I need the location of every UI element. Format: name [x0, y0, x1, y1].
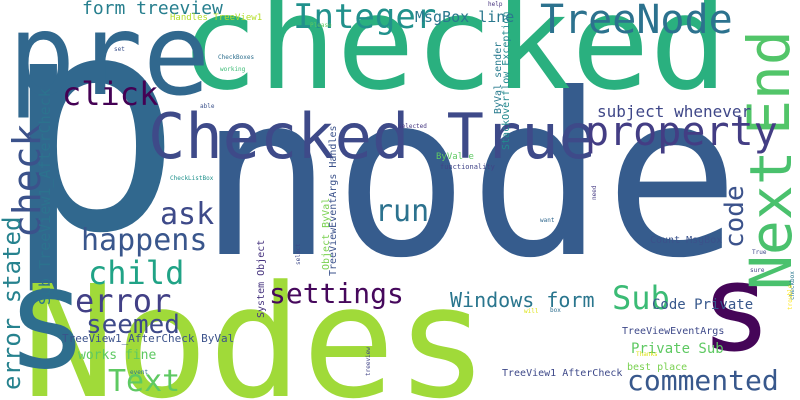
word-byval-e: ByVal e [436, 152, 474, 162]
word-best-place: best place [627, 362, 688, 373]
word-please: Please [310, 22, 332, 29]
word-msgbox-line: MsgBox line [415, 8, 515, 26]
word-event: event [130, 369, 149, 376]
word-click: click [62, 75, 159, 113]
word-private-sub: Private Sub [631, 341, 724, 357]
word-functionality: functionality [440, 163, 495, 171]
word-will: will [524, 308, 539, 315]
word-set: set [114, 46, 125, 53]
word-treenode: TreeNode [540, 0, 733, 43]
word-treevieweventargs: TreeViewEventArgs [622, 326, 725, 337]
word-code-private: Code Private [652, 297, 754, 313]
word-able: able [200, 103, 215, 110]
word-help: help [488, 1, 503, 8]
word-checklistbox: CheckListBox [170, 175, 214, 182]
word-subject-whenever: subject whenever [597, 102, 752, 121]
word-error: error [75, 282, 172, 320]
word-form-treeview: form treeview [82, 0, 223, 19]
word-commented: commented [627, 364, 779, 397]
word-p: p [2, 0, 183, 299]
word-sure: sure [750, 267, 765, 274]
word-happens: happens [81, 223, 208, 258]
word-object-byval: Object ByVal [321, 197, 332, 270]
word-treeview1-aftercheck-byval: TreeView1_AfterCheck ByVal [62, 332, 235, 345]
word-node: node [198, 46, 740, 308]
word-treeview1-aftercheck: TreeView1 AfterCheck [502, 368, 623, 379]
word-thanks: Thanks [636, 351, 658, 358]
word-box: box [550, 307, 561, 314]
word-ask: ask [160, 197, 215, 232]
word-works-fine: works fine [78, 348, 157, 363]
word-true: True [752, 249, 767, 256]
word-integer: Integer [293, 0, 437, 37]
word-system-object: System Object [256, 239, 267, 318]
word-trouble: trouble [787, 284, 794, 310]
word-sub: Sub [612, 279, 670, 317]
word-s-left: s [5, 238, 90, 400]
word-text: Text [108, 364, 181, 399]
word-checked: checked [180, 0, 728, 119]
word-s-right: s [700, 240, 773, 379]
word-property: property [585, 109, 778, 155]
word-want: want [540, 217, 555, 224]
word-settings: settings [269, 277, 404, 310]
word-handles-treeview1: Handles TreeView1 [170, 13, 263, 23]
word-code: code [720, 185, 750, 248]
word-pre: pre [8, 0, 211, 121]
word-checked-true: Checked True [148, 100, 596, 173]
word-error-stated: error stated [0, 216, 26, 390]
word-byval-sender: ByVal sender [493, 41, 504, 114]
word-seemed: seemed [86, 310, 180, 340]
word-selected: selected [398, 123, 427, 130]
word-select: select [295, 243, 302, 265]
word-treeview: treeview [365, 347, 372, 376]
word-checkboxes: CheckBoxes [218, 54, 255, 61]
word-nodes: Nodes [22, 252, 489, 400]
word-child: child [88, 254, 185, 292]
word-need: need [591, 185, 598, 200]
word-count-msgbox: Count MsgBox [650, 235, 723, 246]
word-sub-treeview1-aftercheck: Sub TreeView1_AfterCheck [36, 88, 54, 305]
word-working: working [220, 66, 246, 73]
word-windows-form: Windows form [450, 288, 595, 312]
word-run: run [375, 194, 430, 229]
